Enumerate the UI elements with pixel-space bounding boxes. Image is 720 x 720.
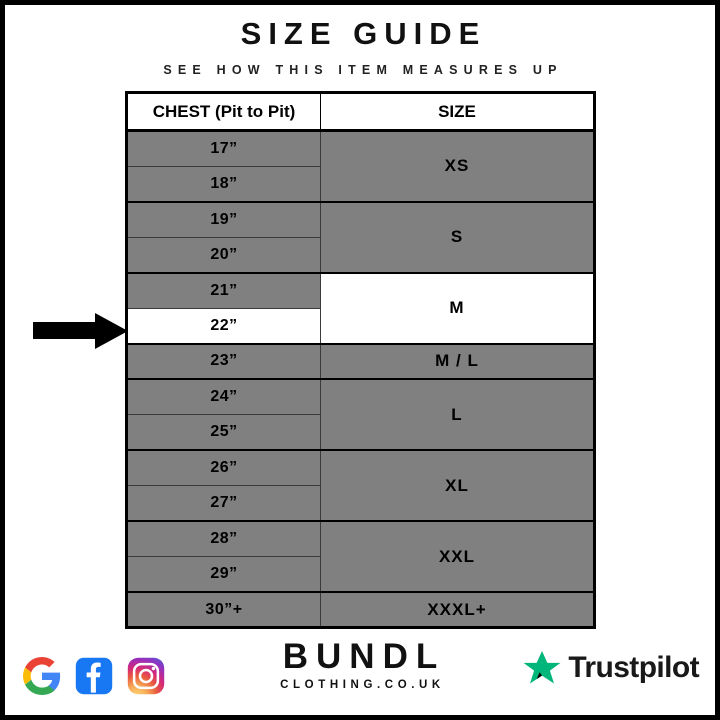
cell-chest: 29”: [126, 556, 321, 593]
cell-size: S: [320, 200, 595, 273]
header: SIZE GUIDE SEE HOW THIS ITEM MEASURES UP: [5, 5, 715, 77]
size-table: CHEST (Pit to Pit) SIZE 17” XS 18” 19” S 20” 2…: [125, 91, 596, 629]
cell-chest: 24”: [126, 378, 321, 415]
table-row: 30”+ XXXL+: [126, 591, 595, 628]
size-guide-card: SIZE GUIDE SEE HOW THIS ITEM MEASURES UP…: [5, 5, 715, 715]
size-table-container: CHEST (Pit to Pit) SIZE 17” XS 18” 19” S 20” 2…: [125, 91, 596, 629]
cell-size: M: [320, 271, 595, 344]
google-icon-glyph: [23, 657, 61, 695]
cell-size: M / L: [320, 342, 595, 380]
table-row: 19” S: [126, 200, 595, 273]
column-header-size: SIZE: [320, 92, 595, 132]
table-row: 27”: [126, 485, 595, 522]
trustpilot-star-icon: [523, 651, 561, 684]
google-icon[interactable]: [23, 657, 61, 695]
social-links: [23, 657, 165, 695]
trustpilot-wordmark: Trustpilot: [568, 651, 699, 684]
table-row: 29”: [126, 556, 595, 593]
size-pointer-arrow: [33, 312, 129, 349]
table-row: 25”: [126, 414, 595, 451]
table-row: 23” M / L: [126, 342, 595, 380]
column-header-chest: CHEST (Pit to Pit): [126, 92, 321, 132]
instagram-icon-glyph: [127, 657, 165, 695]
cell-size: L: [320, 378, 595, 451]
cell-chest: 25”: [126, 414, 321, 451]
cell-chest: 27”: [126, 485, 321, 522]
table-row: 28” XXL: [126, 520, 595, 593]
table-row: 26” XL: [126, 449, 595, 522]
table-row: 21” M: [126, 271, 595, 344]
page-title: SIZE GUIDE: [240, 16, 487, 51]
table-row: 24” L: [126, 378, 595, 451]
cell-chest: 28”: [126, 520, 321, 557]
table-body: 17” XS 18” 19” S 20” 21” M 22” 23” M / L 24” L 25” 26”…: [126, 129, 595, 628]
cell-chest: 19”: [126, 200, 321, 238]
cell-size: XS: [320, 129, 595, 202]
cell-chest: 30”+: [126, 591, 321, 628]
page-subtitle: SEE HOW THIS ITEM MEASURES UP: [163, 62, 563, 77]
cell-chest: 21”: [126, 271, 321, 309]
cell-size: XXL: [320, 520, 595, 593]
table-row: 18”: [126, 165, 595, 202]
cell-chest: 26”: [126, 449, 321, 486]
facebook-icon-glyph: [75, 657, 113, 695]
table-header-row: CHEST (Pit to Pit) SIZE: [126, 92, 595, 132]
cell-chest: 23”: [126, 342, 321, 380]
trustpilot-logo[interactable]: Trustpilot: [522, 649, 700, 687]
cell-size: XL: [320, 449, 595, 522]
footer: BUNDL CLOTHING.CO.UK Trustpilot: [5, 625, 715, 705]
table-header: CHEST (Pit to Pit) SIZE: [126, 92, 595, 132]
facebook-icon[interactable]: [75, 657, 113, 695]
brand-name: BUNDL: [282, 637, 446, 676]
table-row: 17” XS: [126, 129, 595, 202]
brand-logo: BUNDL CLOTHING.CO.UK: [5, 639, 715, 691]
cell-chest: 18”: [126, 165, 321, 202]
cell-chest: 17”: [126, 129, 321, 167]
instagram-icon[interactable]: [127, 657, 165, 695]
arrow-head: [95, 312, 128, 349]
cell-size: XXXL+: [320, 591, 595, 628]
arrow-shaft: [33, 322, 96, 340]
table-row: 20”: [126, 236, 595, 273]
cell-chest: 20”: [126, 236, 321, 273]
brand-tagline: CLOTHING.CO.UK: [280, 679, 445, 691]
cell-chest: 22”: [126, 307, 321, 344]
